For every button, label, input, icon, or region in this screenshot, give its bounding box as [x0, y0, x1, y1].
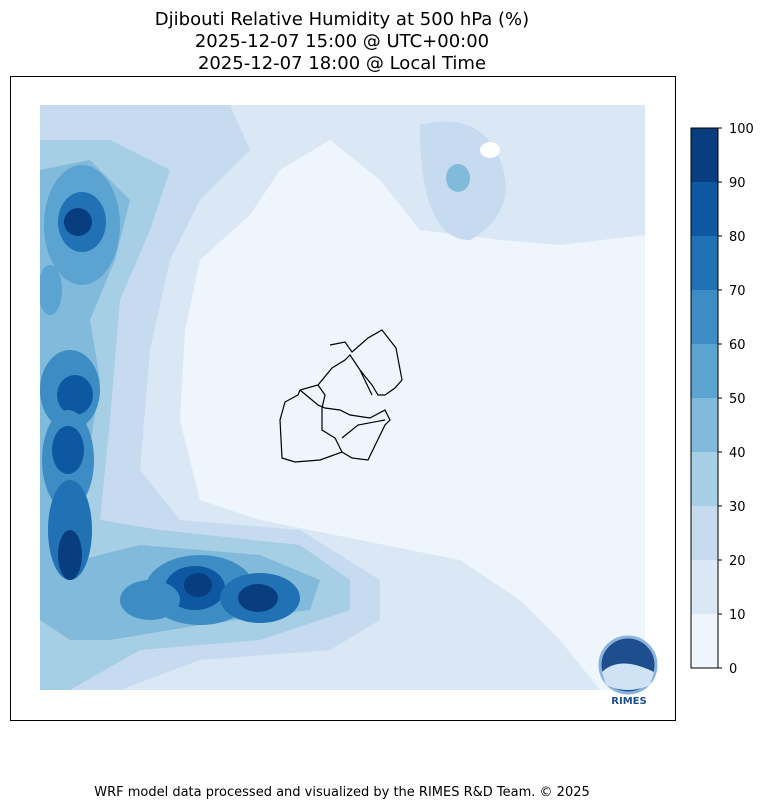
contour-fill [52, 426, 84, 474]
colorbar-bin [691, 560, 718, 614]
colorbar: 0 10 20 30 40 50 60 70 80 90 100 [690, 122, 754, 677]
colorbar-tick-label: 90 [729, 176, 746, 191]
contour-fill [64, 208, 92, 236]
colorbar-tick-label: 70 [729, 284, 746, 299]
contour-fill [40, 265, 62, 315]
humidity-field [40, 105, 645, 690]
footer: WRF model data processed and visualized … [94, 785, 590, 800]
colorbar-tick-label: 50 [729, 392, 746, 407]
contour-fill [184, 573, 212, 597]
colorbar-tick-label: 10 [729, 608, 746, 623]
logo-wave [602, 663, 654, 690]
contour-fill [480, 142, 500, 158]
colorbar-tick-label: 40 [729, 446, 746, 461]
colorbar-bin [691, 290, 718, 344]
title-line: 2025-12-07 18:00 @ Local Time [198, 53, 486, 74]
colorbar-bin [691, 128, 718, 182]
colorbar-bin [691, 614, 718, 668]
colorbar-tick-label: 80 [729, 230, 746, 245]
colorbar-bin [691, 236, 718, 290]
contour-fill [120, 580, 180, 620]
colorbar-bin [691, 506, 718, 560]
colorbar-bin [691, 344, 718, 398]
logo: RIMES [598, 635, 658, 707]
contour-fill [58, 530, 82, 580]
contour-fill [446, 164, 470, 192]
country-border [279, 329, 403, 463]
colorbar-bin [691, 452, 718, 506]
logo-text: RIMES [611, 696, 646, 707]
colorbar-bin [691, 398, 718, 452]
contour-fill [238, 584, 278, 612]
title-line: 2025-12-07 15:00 @ UTC+00:00 [195, 31, 489, 52]
contour-fill [57, 375, 93, 415]
colorbar-tick-label: 100 [729, 122, 754, 137]
colorbar-tick-label: 20 [729, 554, 746, 569]
title-line: Djibouti Relative Humidity at 500 hPa (%… [155, 9, 529, 30]
colorbar-bin [691, 182, 718, 236]
colorbar-tick-label: 0 [729, 662, 737, 677]
map-frame [10, 76, 676, 721]
colorbar-tick-label: 30 [729, 500, 746, 515]
colorbar-tick-label: 60 [729, 338, 746, 353]
